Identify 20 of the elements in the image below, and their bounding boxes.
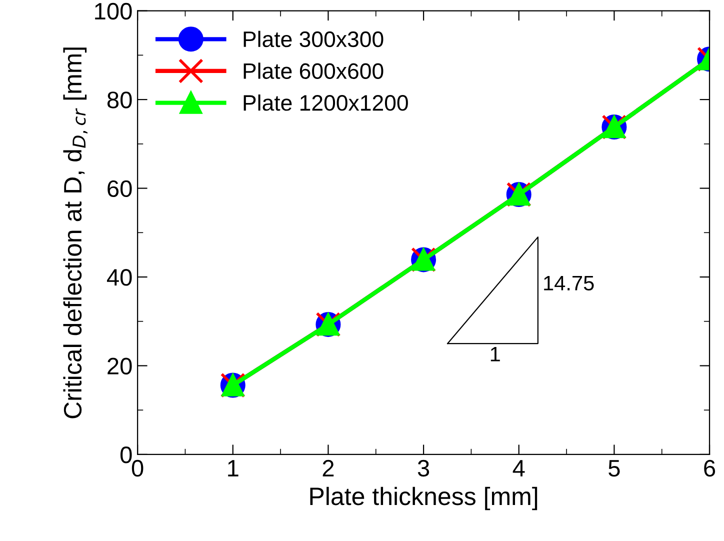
x-tick-label: 6 <box>704 460 716 477</box>
x-tick-label: 3 <box>418 460 430 477</box>
x-tick-label: 4 <box>512 460 525 476</box>
annotation: 14.75 <box>544 276 594 291</box>
x-axis-title: Plate thickness [mm] <box>310 486 538 510</box>
y-tick-label: 80 <box>107 92 132 108</box>
y-tick-label: 20 <box>108 358 132 375</box>
legend-label: Plate 300x300 <box>244 30 384 48</box>
y-tick-label: 60 <box>108 180 132 198</box>
y-tick-label: 100 <box>95 2 132 20</box>
legend-label: Plate 600x600 <box>244 62 384 79</box>
x-tick-label: 1 <box>228 460 238 476</box>
y-tick-label: 0 <box>120 446 132 464</box>
annotation: 1 <box>490 346 500 362</box>
x-tick-label: 0 <box>132 460 144 477</box>
legend-label: Plate 1200x1200 <box>244 94 408 111</box>
x-tick-label: 5 <box>608 460 620 477</box>
x-tick-label: 2 <box>322 460 334 476</box>
y-axis-title: Critical deflection at D, d$_{D,cr}$ [mm] <box>63 48 88 418</box>
y-tick-label: 40 <box>106 269 132 286</box>
